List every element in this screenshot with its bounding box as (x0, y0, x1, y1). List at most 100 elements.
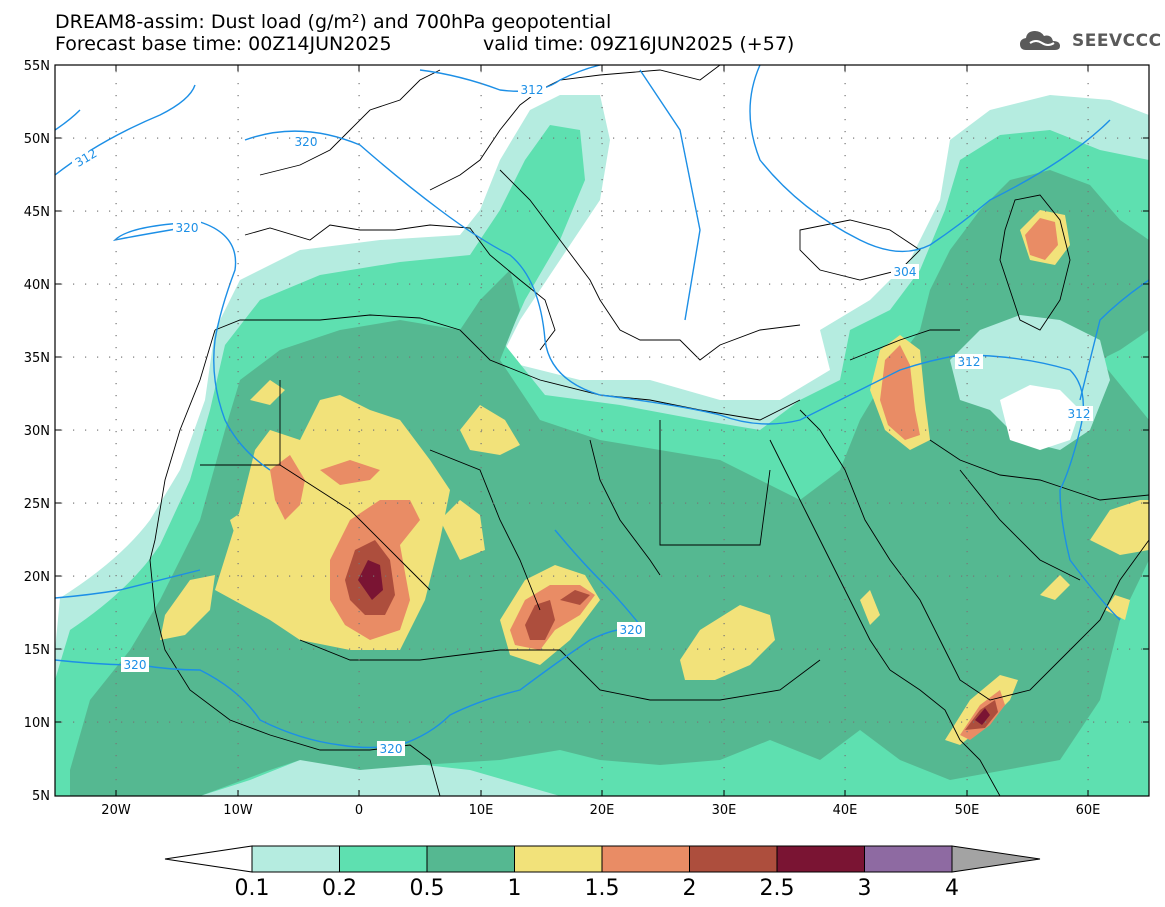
grid-dot (61, 721, 63, 723)
grid-dot (723, 755, 725, 757)
grid-dot (769, 502, 771, 504)
grid-dot (877, 575, 879, 577)
grid-dot (433, 429, 435, 431)
grid-dot (358, 347, 360, 349)
grid-dot (937, 429, 939, 431)
grid-dot (966, 671, 968, 673)
grid-dot (115, 647, 117, 649)
grid-dot (757, 575, 759, 577)
grid-dot (709, 721, 711, 723)
grid-dot (1087, 371, 1089, 373)
grid-dot (577, 137, 579, 139)
grid-dot (589, 648, 591, 650)
grid-dot (817, 575, 819, 577)
grid-dot (169, 356, 171, 358)
grid-dot (445, 429, 447, 431)
grid-dot (723, 83, 725, 85)
grid-dot (853, 721, 855, 723)
grid-dot (133, 502, 135, 504)
grid-dot (373, 283, 375, 285)
grid-dot (844, 527, 846, 529)
grid-dot (844, 551, 846, 553)
grid-dot (193, 648, 195, 650)
colorbar-label: 2 (683, 876, 697, 901)
grid-dot (457, 648, 459, 650)
contour-label: 320 (124, 658, 147, 672)
grid-dot (1087, 683, 1089, 685)
grid-dot (541, 283, 543, 285)
grid-dot (985, 429, 987, 431)
grid-dot (733, 137, 735, 139)
grid-dot (1069, 502, 1071, 504)
grid-dot (469, 429, 471, 431)
grid-dot (313, 356, 315, 358)
grid-dot (289, 356, 291, 358)
grid-dot (61, 210, 63, 212)
grid-dot (1045, 575, 1047, 577)
grid-dot (829, 356, 831, 358)
grid-dot (985, 721, 987, 723)
grid-dot (966, 527, 968, 529)
grid-dot (481, 137, 483, 139)
grid-dot (1087, 227, 1089, 229)
grid-dot (649, 356, 651, 358)
grid-dot (661, 429, 663, 431)
grid-dot (601, 311, 603, 313)
grid-dot (1087, 335, 1089, 337)
grid-dot (97, 137, 99, 139)
grid-dot (721, 137, 723, 139)
grid-dot (781, 575, 783, 577)
grid-dot (85, 210, 87, 212)
grid-dot (601, 527, 603, 529)
grid-dot (373, 210, 375, 212)
grid-dot (529, 721, 531, 723)
colorbar-segment (251, 845, 340, 873)
grid-dot (997, 721, 999, 723)
grid-dot (1129, 137, 1131, 139)
grid-dot (844, 407, 846, 409)
grid-dot (723, 779, 725, 781)
grid-dot (1069, 721, 1071, 723)
grid-dot (469, 721, 471, 723)
grid-dot (217, 502, 219, 504)
grid-dot (433, 210, 435, 212)
grid-dot (115, 755, 117, 757)
grid-dot (277, 721, 279, 723)
grid-dot (721, 356, 723, 358)
colorbar-high-triangle (951, 845, 1041, 873)
grid-dot (985, 210, 987, 212)
grid-dot (1087, 107, 1089, 109)
grid-dot (409, 210, 411, 212)
grid-dot (844, 179, 846, 181)
grid-dot (358, 731, 360, 733)
grid-dot (325, 575, 327, 577)
grid-dot (115, 707, 117, 709)
lat-label: 30N (24, 424, 50, 439)
grid-dot (115, 131, 117, 133)
grid-dot (358, 263, 360, 265)
grid-dot (1093, 502, 1095, 504)
grid-dot (349, 502, 351, 504)
grid-dot (1033, 137, 1035, 139)
grid-dot (181, 721, 183, 723)
grid-dot (237, 467, 239, 469)
grid-dot (313, 721, 315, 723)
grid-dot (865, 210, 867, 212)
grid-dot (253, 283, 255, 285)
grid-dot (723, 623, 725, 625)
grid-dot (313, 137, 315, 139)
grid-dot (445, 210, 447, 212)
grid-dot (73, 429, 75, 431)
grid-dot (769, 648, 771, 650)
grid-dot (1081, 210, 1083, 212)
grid-dot (480, 455, 482, 457)
grid-dot (1045, 429, 1047, 431)
grid-dot (844, 395, 846, 397)
grid-dot (217, 721, 219, 723)
grid-dot (337, 721, 339, 723)
grid-dot (133, 648, 135, 650)
grid-dot (61, 648, 63, 650)
grid-dot (601, 707, 603, 709)
grid-dot (745, 648, 747, 650)
grid-dot (229, 502, 231, 504)
